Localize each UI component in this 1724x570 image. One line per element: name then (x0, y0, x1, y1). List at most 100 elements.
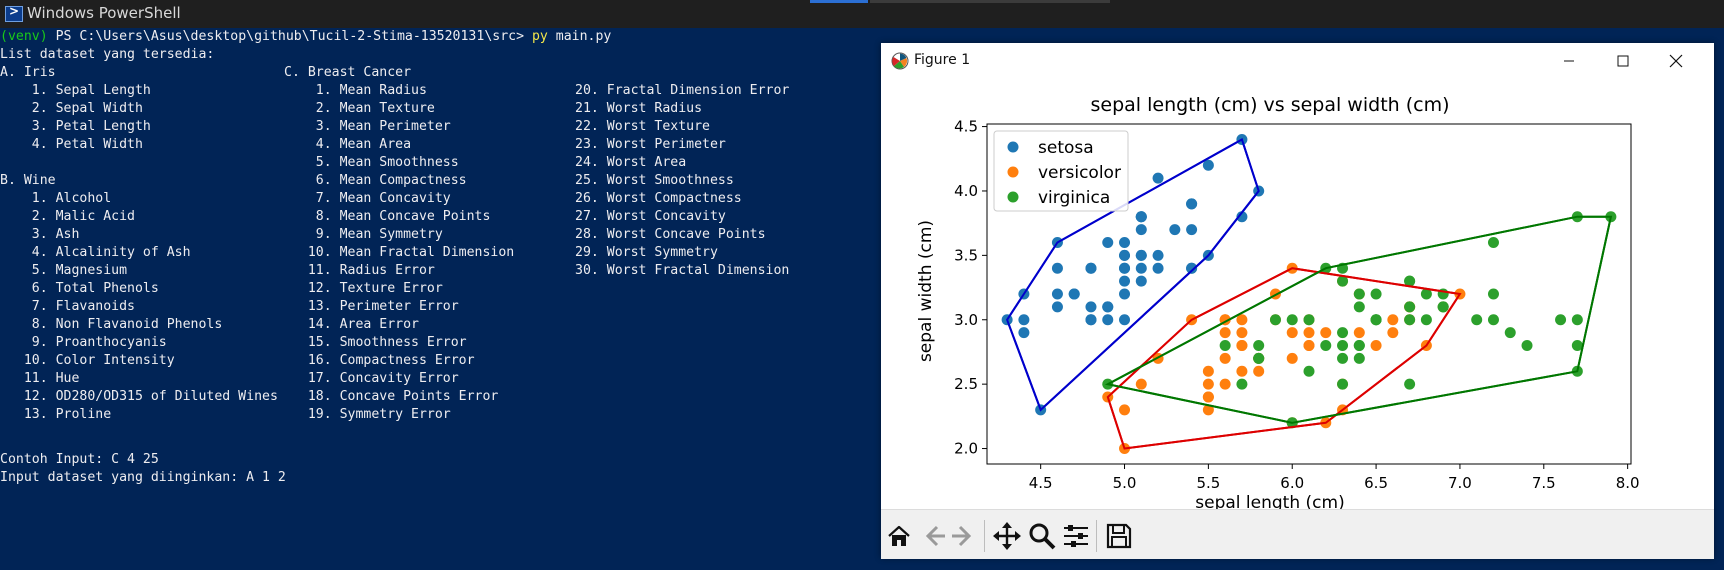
powershell-title-bar: > Windows PowerShell (0, 0, 1724, 28)
hull-outline-versicolor (1106, 267, 1462, 450)
y-tick-label: 4.5 (954, 118, 978, 136)
console-line: 8. Mean Concave Points (284, 209, 491, 224)
console-line: 26. Worst Compactness (575, 191, 742, 206)
x-tick-label: 6.0 (1280, 474, 1304, 492)
console-line: A. Iris (0, 65, 56, 80)
point-setosa (1051, 301, 1063, 313)
console-line: 23. Worst Perimeter (575, 137, 726, 152)
console-line: 1. Alcohol (0, 191, 112, 206)
console-line: 2. Mean Texture (284, 101, 435, 116)
points-layer (1001, 133, 1617, 455)
point-virginica (1337, 378, 1349, 390)
point-setosa (1018, 314, 1030, 326)
figure-toolbar (881, 509, 1714, 559)
point-virginica (1303, 365, 1315, 377)
home-icon[interactable] (883, 520, 915, 552)
point-setosa (1236, 211, 1248, 223)
point-virginica (1353, 301, 1365, 313)
move-icon[interactable] (991, 520, 1023, 552)
point-setosa (1119, 262, 1131, 274)
console-line: 6. Total Phenols (0, 281, 159, 296)
figure-title: Figure 1 (914, 52, 971, 68)
console-line: 28. Worst Concave Points (575, 227, 766, 242)
point-setosa (1119, 249, 1131, 261)
point-virginica (1487, 314, 1499, 326)
toolbar-separator (984, 520, 985, 552)
y-tick-label: 2.5 (954, 375, 978, 393)
point-virginica (1521, 340, 1533, 352)
point-setosa (1051, 288, 1063, 300)
minimize-button[interactable] (1556, 49, 1582, 73)
sliders-icon[interactable] (1060, 520, 1092, 552)
point-virginica (1420, 288, 1432, 300)
point-virginica (1337, 275, 1349, 287)
console-line: 27. Worst Concavity (575, 209, 726, 224)
console-line: 29. Worst Symmetry (575, 245, 718, 260)
console-line: B. Wine (0, 173, 56, 188)
x-tick-label: 4.5 (1029, 474, 1053, 492)
point-setosa (1135, 249, 1147, 261)
toolbar-separator (1096, 520, 1097, 552)
point-versicolor (1286, 352, 1298, 364)
figure-title-bar[interactable]: Figure 1 (881, 43, 1714, 79)
point-setosa (1135, 224, 1147, 236)
point-virginica (1353, 288, 1365, 300)
point-virginica (1337, 340, 1349, 352)
point-virginica (1303, 314, 1315, 326)
point-setosa (1119, 314, 1131, 326)
console-line: 22. Worst Texture (575, 119, 710, 134)
x-tick-label: 8.0 (1616, 474, 1640, 492)
input-prompt-line[interactable]: Input dataset yang diinginkan: A 1 2 (0, 470, 286, 485)
point-setosa (1119, 275, 1131, 287)
point-virginica (1420, 314, 1432, 326)
legend-marker-virginica (1007, 191, 1019, 203)
console-line: 11. Radius Error (284, 263, 435, 278)
point-virginica (1269, 314, 1281, 326)
arrow-left-icon[interactable] (917, 520, 949, 552)
magnifier-icon[interactable] (1026, 520, 1058, 552)
console-output[interactable]: (venv) PS C:\Users\Asus\desktop\github\T… (0, 28, 880, 570)
y-tick-label: 3.5 (954, 246, 978, 264)
point-setosa (1068, 288, 1080, 300)
point-virginica (1487, 236, 1499, 248)
x-tick-label: 7.5 (1532, 474, 1556, 492)
point-versicolor (1253, 365, 1265, 377)
plot-canvas[interactable]: sepal length (cm) vs sepal width (cm) 4.… (881, 79, 1714, 509)
point-versicolor (1219, 352, 1231, 364)
point-setosa (1102, 236, 1114, 248)
point-setosa (1202, 159, 1214, 171)
console-line: 17. Concavity Error (284, 371, 459, 386)
point-virginica (1404, 378, 1416, 390)
arrow-right-icon[interactable] (948, 520, 980, 552)
point-virginica (1353, 352, 1365, 364)
console-line: 20. Fractal Dimension Error (575, 83, 790, 98)
point-virginica (1404, 314, 1416, 326)
close-button[interactable] (1663, 49, 1689, 73)
point-versicolor (1236, 340, 1248, 352)
point-setosa (1152, 262, 1164, 274)
legend-marker-versicolor (1007, 166, 1019, 178)
point-versicolor (1370, 340, 1382, 352)
maximize-button[interactable] (1610, 49, 1636, 73)
console-line: 14. Area Error (284, 317, 419, 332)
point-virginica (1571, 340, 1583, 352)
x-tick-label: 5.5 (1196, 474, 1220, 492)
hull-outline-setosa (1005, 138, 1260, 412)
x-axis-label: sepal length (cm) (1195, 493, 1344, 509)
floppy-disk-icon[interactable] (1103, 520, 1135, 552)
chart-title: sepal length (cm) vs sepal width (cm) (1090, 94, 1449, 116)
console-line: 3. Mean Perimeter (284, 119, 451, 134)
point-setosa (1119, 288, 1131, 300)
point-versicolor (1135, 378, 1147, 390)
console-line: 12. OD280/OD315 of Diluted Wines (0, 389, 278, 404)
point-versicolor (1320, 327, 1332, 339)
prompt-path: PS C:\Users\Asus\desktop\github\Tucil-2-… (47, 29, 532, 44)
point-setosa (1085, 301, 1097, 313)
console-line: 18. Concave Points Error (284, 389, 499, 404)
point-setosa (1135, 275, 1147, 287)
x-tick-label: 6.5 (1364, 474, 1388, 492)
console-line: 7. Flavanoids (0, 299, 135, 314)
figure-window[interactable]: Figure 1 sepal length (cm) vs sepal widt… (881, 43, 1714, 559)
console-line: 7. Mean Concavity (284, 191, 451, 206)
console-line: 1. Mean Radius (284, 83, 427, 98)
